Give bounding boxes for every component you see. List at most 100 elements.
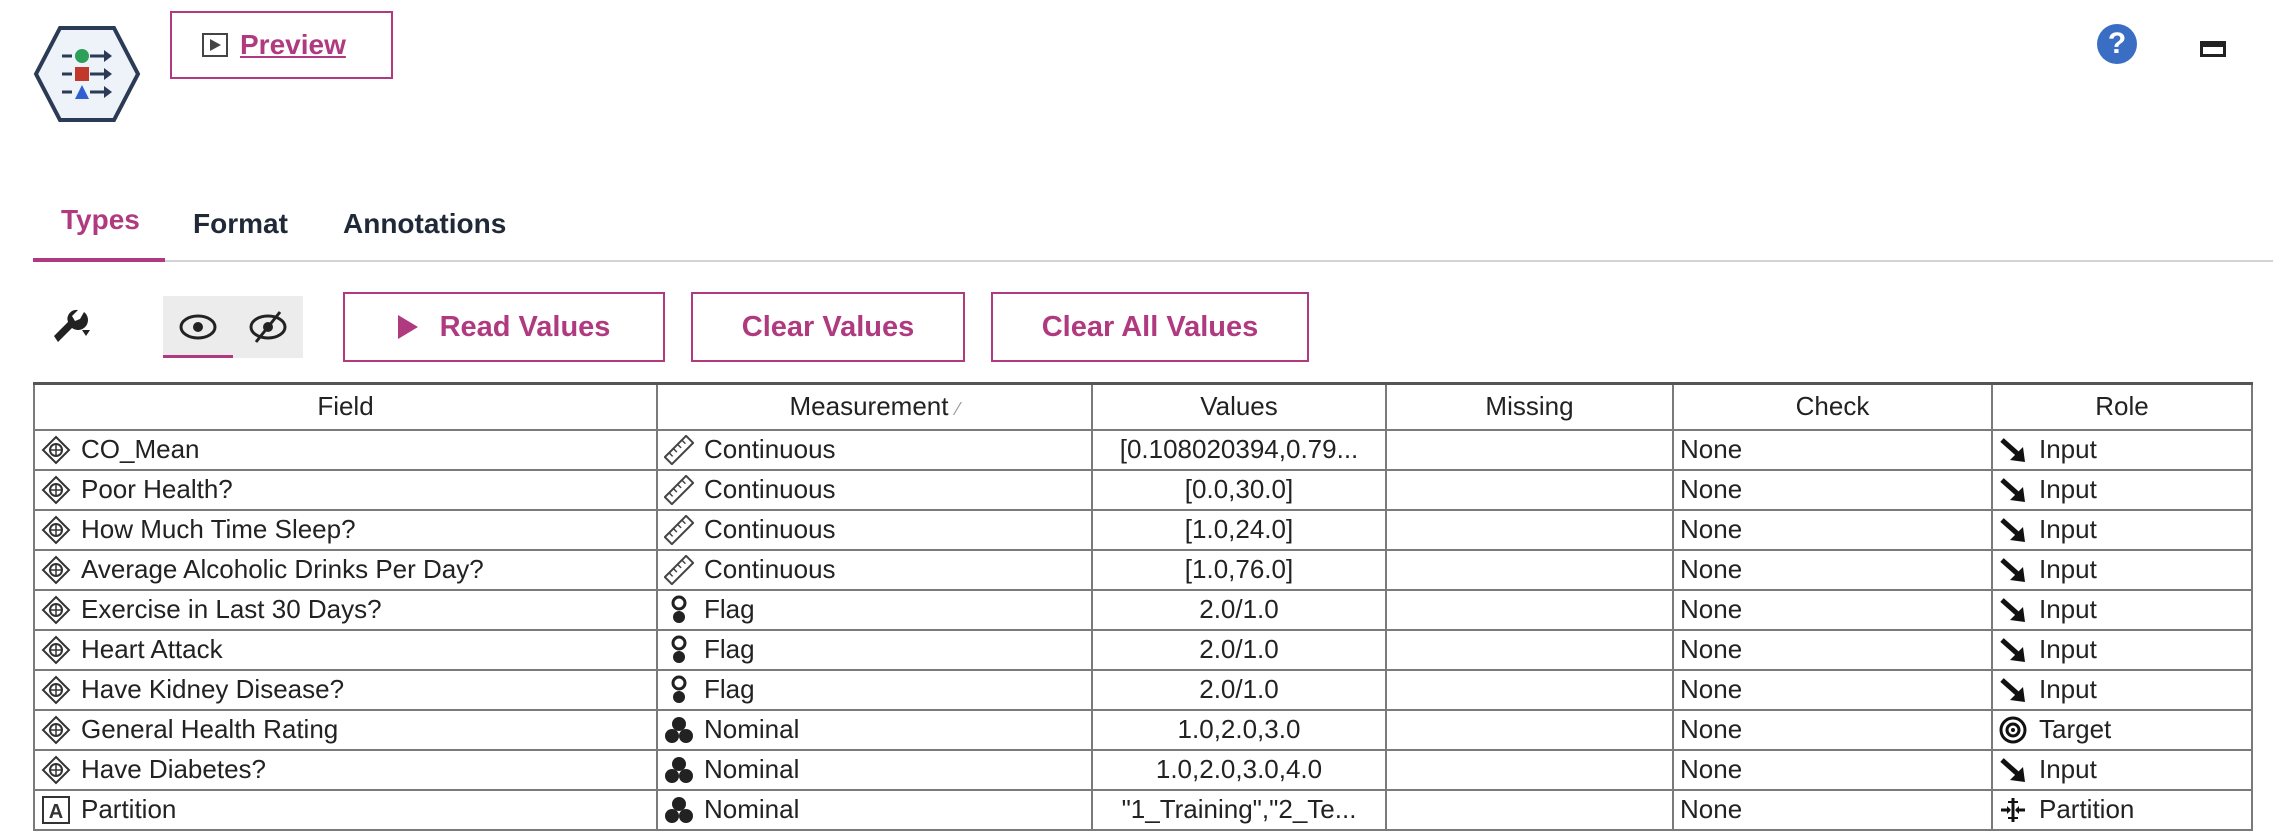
table-row[interactable]: Exercise in Last 30 Days? Flag 2.0/1.0 N… <box>33 588 2253 631</box>
table-row[interactable]: Have Diabetes? Nominal 1.0,2.0,3.0,4.0 N… <box>33 748 2253 791</box>
cell-missing[interactable] <box>1385 508 1674 551</box>
read-values-label: Read Values <box>439 310 611 343</box>
clear-values-button[interactable]: Clear Values <box>691 292 965 362</box>
cell-field[interactable]: Exercise in Last 30 Days? <box>33 588 658 631</box>
cell-values[interactable]: [0.108020394,0.79... <box>1091 428 1387 471</box>
cell-values[interactable]: [1.0,76.0] <box>1091 548 1387 591</box>
cell-field[interactable]: Have Kidney Disease? <box>33 668 658 711</box>
field-name: Average Alcoholic Drinks Per Day? <box>81 554 484 584</box>
cell-values[interactable]: [0.0,30.0] <box>1091 468 1387 511</box>
read-values-button[interactable]: Read Values <box>343 292 665 362</box>
cell-check[interactable]: None <box>1672 708 1993 751</box>
cell-missing[interactable] <box>1385 548 1674 591</box>
column-header-measurement[interactable]: Measurement ⁄ <box>656 382 1093 431</box>
cell-values[interactable]: 1.0,2.0,3.0 <box>1091 708 1387 751</box>
cell-check[interactable]: None <box>1672 468 1993 511</box>
cell-field[interactable]: Have Diabetes? <box>33 748 658 791</box>
column-header-field[interactable]: Field <box>33 382 658 431</box>
preview-button[interactable]: Preview <box>170 11 393 79</box>
cell-role[interactable]: Input <box>1991 588 2253 631</box>
column-header-missing[interactable]: Missing <box>1385 382 1674 431</box>
cell-check[interactable]: None <box>1672 588 1993 631</box>
sort-indicator-icon: ⁄ <box>956 399 960 420</box>
tools-menu-button[interactable] <box>48 305 108 347</box>
cell-measurement[interactable]: Continuous <box>656 468 1093 511</box>
cell-missing[interactable] <box>1385 788 1674 831</box>
cell-field[interactable]: General Health Rating <box>33 708 658 751</box>
tab-format[interactable]: Format <box>193 208 288 239</box>
cell-role[interactable]: Input <box>1991 668 2253 711</box>
cell-field[interactable]: Poor Health? <box>33 468 658 511</box>
cell-check[interactable]: None <box>1672 748 1993 791</box>
cell-field[interactable]: Heart Attack <box>33 628 658 671</box>
cell-measurement[interactable]: Continuous <box>656 428 1093 471</box>
cell-missing[interactable] <box>1385 628 1674 671</box>
cell-check[interactable]: None <box>1672 668 1993 711</box>
cell-check[interactable]: None <box>1672 548 1993 591</box>
table-row[interactable]: CO_Mean Continuous [0.108020394,0.79... … <box>33 428 2253 471</box>
cell-field[interactable]: A Partition <box>33 788 658 831</box>
help-icon[interactable]: ? <box>2097 24 2137 64</box>
tab-types[interactable]: Types <box>33 190 165 262</box>
cell-field[interactable]: Average Alcoholic Drinks Per Day? <box>33 548 658 591</box>
hide-fields-button[interactable] <box>233 296 303 358</box>
cell-missing[interactable] <box>1385 428 1674 471</box>
target-icon <box>1999 716 2027 744</box>
cell-check[interactable]: None <box>1672 628 1993 671</box>
flag-icon <box>664 595 694 625</box>
cell-measurement[interactable]: Nominal <box>656 788 1093 831</box>
table-row[interactable]: Poor Health? Continuous [0.0,30.0] None … <box>33 468 2253 511</box>
cell-measurement[interactable]: Nominal <box>656 748 1093 791</box>
measurement-value: Nominal <box>704 714 800 744</box>
table-row[interactable]: Have Kidney Disease? Flag 2.0/1.0 None I… <box>33 668 2253 711</box>
cell-role[interactable]: Partition <box>1991 788 2253 831</box>
tab-annotations[interactable]: Annotations <box>343 208 507 239</box>
cell-role[interactable]: Input <box>1991 428 2253 471</box>
input-arrow-icon <box>1999 476 2027 504</box>
cell-missing[interactable] <box>1385 748 1674 791</box>
cell-measurement[interactable]: Flag <box>656 628 1093 671</box>
cell-measurement[interactable]: Continuous <box>656 548 1093 591</box>
cell-measurement[interactable]: Nominal <box>656 708 1093 751</box>
column-header-values[interactable]: Values <box>1091 382 1387 431</box>
cell-values[interactable]: 2.0/1.0 <box>1091 668 1387 711</box>
input-arrow-icon <box>1999 436 2027 464</box>
cell-values[interactable]: 2.0/1.0 <box>1091 628 1387 671</box>
cell-measurement[interactable]: Continuous <box>656 508 1093 551</box>
cell-values[interactable]: 1.0,2.0,3.0,4.0 <box>1091 748 1387 791</box>
table-row[interactable]: Average Alcoholic Drinks Per Day? Contin… <box>33 548 2253 591</box>
minimize-icon[interactable] <box>2200 41 2226 57</box>
cell-check[interactable]: None <box>1672 508 1993 551</box>
field-name: Partition <box>81 794 177 824</box>
cell-missing[interactable] <box>1385 588 1674 631</box>
cell-role[interactable]: Input <box>1991 468 2253 511</box>
cell-values[interactable]: "1_Training","2_Te... <box>1091 788 1387 831</box>
show-fields-button[interactable] <box>163 296 233 358</box>
table-row[interactable]: General Health Rating Nominal 1.0,2.0,3.… <box>33 708 2253 751</box>
play-icon <box>397 315 418 339</box>
cell-values[interactable]: [1.0,24.0] <box>1091 508 1387 551</box>
cell-values[interactable]: 2.0/1.0 <box>1091 588 1387 631</box>
clear-all-values-button[interactable]: Clear All Values <box>991 292 1309 362</box>
cell-role[interactable]: Target <box>1991 708 2253 751</box>
cell-field[interactable]: How Much Time Sleep? <box>33 508 658 551</box>
cell-role[interactable]: Input <box>1991 628 2253 671</box>
cell-field[interactable]: CO_Mean <box>33 428 658 471</box>
cell-check[interactable]: None <box>1672 428 1993 471</box>
cell-role[interactable]: Input <box>1991 508 2253 551</box>
cell-check[interactable]: None <box>1672 788 1993 831</box>
cell-role[interactable]: Input <box>1991 748 2253 791</box>
cell-missing[interactable] <box>1385 468 1674 511</box>
cell-missing[interactable] <box>1385 668 1674 711</box>
table-row[interactable]: How Much Time Sleep? Continuous [1.0,24.… <box>33 508 2253 551</box>
ruler-icon <box>663 433 695 466</box>
cell-missing[interactable] <box>1385 708 1674 751</box>
table-row[interactable]: Heart Attack Flag 2.0/1.0 None Input <box>33 628 2253 671</box>
input-arrow-icon <box>1999 756 2027 784</box>
table-row[interactable]: A Partition Nominal "1_Training","2_Te..… <box>33 788 2253 831</box>
cell-role[interactable]: Input <box>1991 548 2253 591</box>
cell-measurement[interactable]: Flag <box>656 588 1093 631</box>
column-header-role[interactable]: Role <box>1991 382 2253 431</box>
cell-measurement[interactable]: Flag <box>656 668 1093 711</box>
column-header-check[interactable]: Check <box>1672 382 1993 431</box>
